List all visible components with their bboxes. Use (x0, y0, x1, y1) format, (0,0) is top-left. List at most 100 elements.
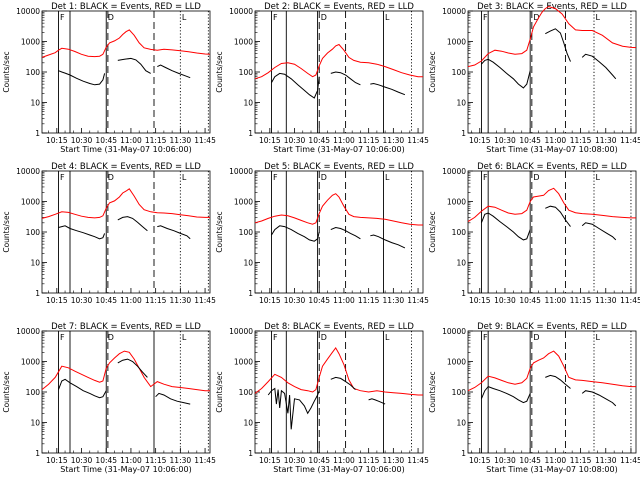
y-tick-label: 1000 (234, 38, 253, 47)
x-axis-label: Start Time (31-May-07 10:08:00) (486, 145, 617, 154)
y-tick-label: 100 (452, 388, 467, 397)
x-tick-label: 11:45 (620, 456, 640, 465)
y-tick-label: 10000 (229, 327, 253, 336)
lld-series-line (467, 5, 637, 68)
x-tick-label: 11:45 (194, 136, 216, 145)
x-tick-label: 11:00 (333, 136, 355, 145)
events-series-line-1 (480, 212, 531, 241)
events-series-line-1 (271, 225, 320, 242)
events-series-line-3 (155, 392, 191, 405)
marker-label: D (533, 333, 539, 342)
plot-frame (467, 10, 637, 134)
x-tick-label: 10:15 (469, 456, 491, 465)
y-tick-label: 100 (26, 68, 41, 77)
y-tick-label: 10 (30, 419, 40, 428)
events-series-line-2 (545, 28, 571, 62)
x-tick-label: 11:30 (170, 456, 192, 465)
events-series-line-2 (117, 57, 151, 74)
y-tick-label: 10 (30, 259, 40, 268)
x-tick-label: 11:00 (120, 136, 142, 145)
events-series-line-1 (58, 378, 107, 399)
marker-label: F (60, 173, 65, 182)
y-tick-label: 100 (26, 388, 41, 397)
detector-panel-3: Det 3: BLACK = Events, RED = LLD 1 10 100 10… (428, 2, 640, 154)
marker-label: L (182, 333, 187, 342)
events-series-line-3 (370, 234, 406, 249)
x-tick-label: 11:00 (545, 296, 567, 305)
x-tick-label: 10:15 (46, 296, 68, 305)
x-tick-label: 10:15 (46, 456, 68, 465)
x-axis-label: Start Time (31-May-07 10:08:00) (486, 465, 617, 474)
lld-series-line (41, 29, 211, 58)
x-tick-label: 10:45 (519, 456, 541, 465)
y-tick-label: 10000 (229, 167, 253, 176)
lld-series-line (254, 193, 423, 226)
y-tick-label: 10000 (442, 327, 466, 336)
y-tick-label: 1000 (21, 358, 40, 367)
x-tick-label: 11:00 (120, 296, 142, 305)
y-tick-label: 10 (243, 99, 253, 108)
y-tick-label: 1000 (447, 358, 466, 367)
x-tick-label: 10:45 (519, 136, 541, 145)
y-tick-label: 1 (461, 289, 466, 298)
x-tick-label: 11:45 (194, 456, 216, 465)
lld-series-line (254, 346, 423, 396)
events-series-line-2 (117, 358, 148, 378)
x-tick-label: 11:30 (170, 136, 192, 145)
y-axis-label: Counts/sec (2, 51, 11, 92)
y-tick-label: 1 (248, 449, 253, 458)
events-series-line-3 (157, 225, 191, 240)
events-series-line-1 (267, 387, 320, 430)
marker-label: F (483, 333, 488, 342)
x-axis-label: Start Time (31-May-07 10:06:00) (273, 465, 404, 474)
events-series-line-2 (330, 226, 361, 240)
events-series-line-1 (481, 58, 531, 89)
panel-title: Det 4: BLACK = Events, RED = LLD (51, 162, 201, 172)
y-tick-label: 1 (248, 129, 253, 138)
x-tick-label: 11:30 (170, 296, 192, 305)
panel-title: Det 7: BLACK = Events, RED = LLD (51, 322, 201, 332)
lld-series-line (254, 43, 423, 80)
y-tick-label: 1000 (21, 38, 40, 47)
x-tick-label: 11:30 (383, 296, 405, 305)
events-series-line-1 (480, 386, 531, 404)
panel-title: Det 6: BLACK = Events, RED = LLD (477, 162, 627, 172)
marker-label: D (321, 333, 327, 342)
detector-panel-2: Det 2: BLACK = Events, RED = LLD 1 10 100 10… (215, 2, 429, 154)
x-tick-label: 11:45 (407, 136, 429, 145)
marker-label: L (596, 173, 601, 182)
marker-label: L (182, 13, 187, 22)
x-tick-label: 10:30 (494, 296, 516, 305)
marker-label: L (596, 13, 601, 22)
marker-label: D (533, 13, 539, 22)
plot-frame (41, 170, 211, 294)
x-tick-label: 10:45 (308, 136, 330, 145)
marker-label: F (273, 13, 278, 22)
y-tick-label: 10 (243, 419, 253, 428)
y-tick-label: 10000 (442, 7, 466, 16)
x-tick-label: 11:15 (145, 456, 167, 465)
y-tick-label: 10000 (16, 167, 40, 176)
y-axis-label: Counts/sec (428, 371, 437, 412)
x-tick-label: 11:00 (120, 456, 142, 465)
x-tick-label: 11:15 (570, 456, 592, 465)
events-series-line-1 (58, 225, 106, 240)
x-axis-label: Start Time (31-May-07 10:06:00) (60, 145, 191, 154)
y-tick-label: 10000 (16, 327, 40, 336)
detector-panel-1: Det 1: BLACK = Events, RED = LLD 1 10 100 10… (2, 2, 216, 154)
y-tick-label: 10 (243, 259, 253, 268)
x-tick-label: 10:45 (308, 456, 330, 465)
events-series-line-3 (581, 390, 617, 407)
panel-title: Det 9: BLACK = Events, RED = LLD (477, 322, 627, 332)
marker-label: D (108, 333, 114, 342)
y-axis-label: Counts/sec (2, 211, 11, 252)
detector-panel-5: Det 5: BLACK = Events, RED = LLD 1 10 100 10… (215, 162, 429, 305)
x-tick-label: 11:45 (407, 456, 429, 465)
events-series-line-3 (581, 222, 617, 241)
y-tick-label: 10000 (229, 7, 253, 16)
y-tick-label: 10000 (16, 7, 40, 16)
panel-title: Det 5: BLACK = Events, RED = LLD (264, 162, 414, 172)
marker-label: D (108, 13, 114, 22)
events-series-line-3 (157, 64, 191, 79)
x-tick-label: 11:30 (383, 456, 405, 465)
